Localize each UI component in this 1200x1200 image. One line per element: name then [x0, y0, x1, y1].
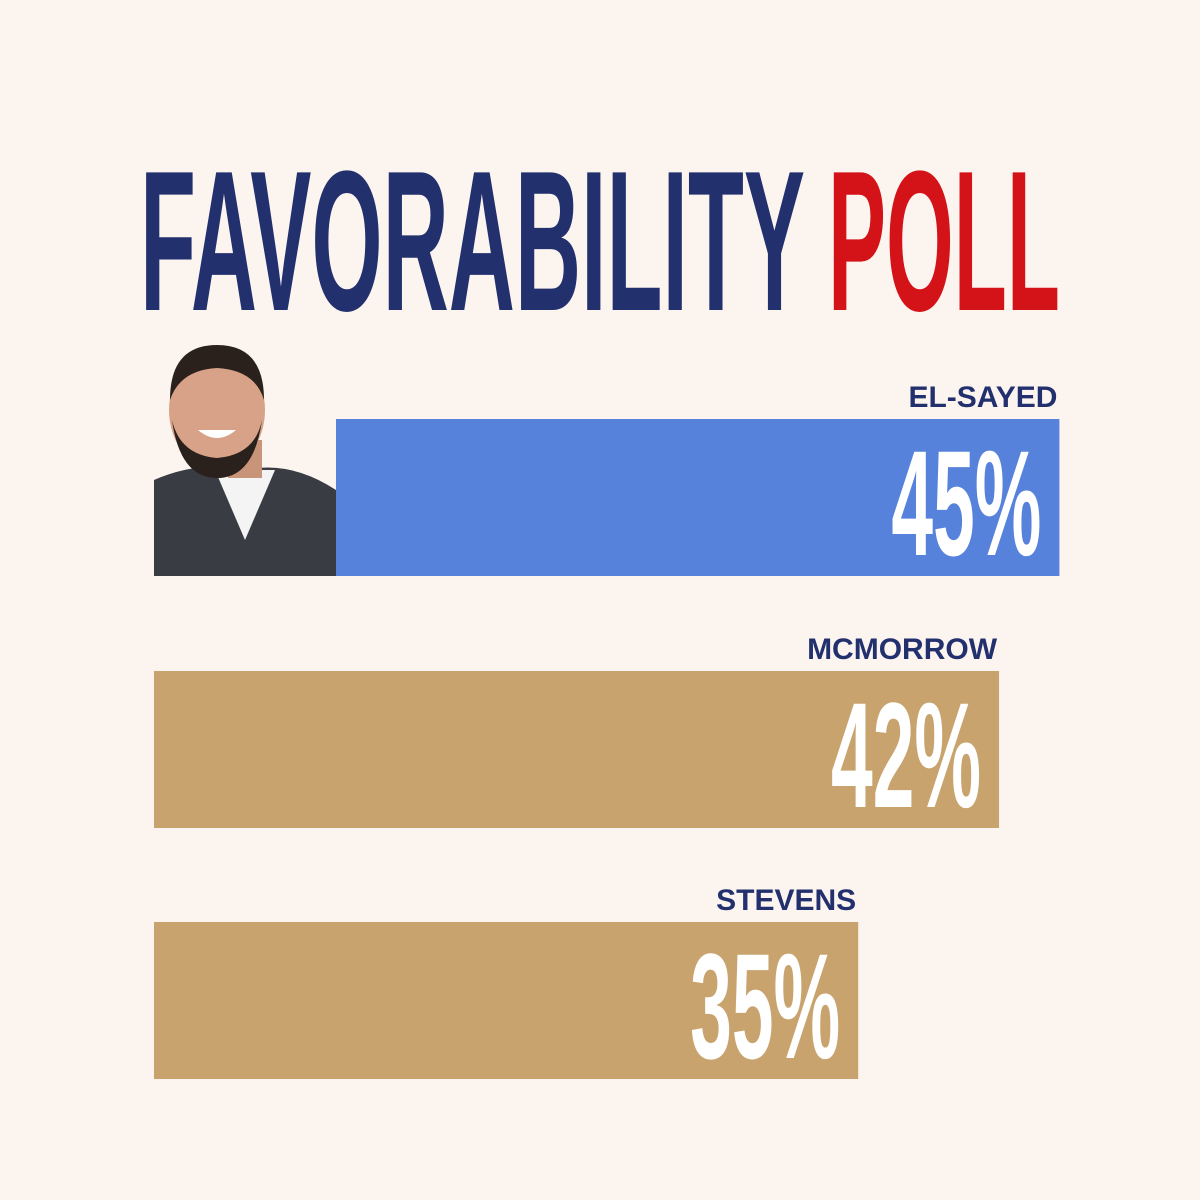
title-part: POLL	[828, 130, 1060, 353]
bar	[154, 671, 1000, 828]
value-label: 42%	[831, 671, 981, 839]
category-label: EL-SAYED	[908, 381, 1057, 414]
hair	[170, 345, 264, 400]
category-label: STEVENS	[716, 884, 856, 917]
bar	[154, 922, 859, 1079]
face	[169, 350, 265, 470]
title-part: FAVORABILITY	[140, 130, 805, 353]
bars: EL-SAYED 45% MCMORROW 42% STEVENS 35%	[154, 381, 1060, 1090]
value-label: 35%	[690, 922, 840, 1090]
candidate-photo	[154, 345, 336, 576]
shirt	[215, 470, 275, 540]
category-label: MCMORROW	[807, 633, 998, 666]
beard	[172, 420, 262, 478]
smile	[198, 430, 236, 438]
value-label: 45%	[891, 419, 1041, 587]
